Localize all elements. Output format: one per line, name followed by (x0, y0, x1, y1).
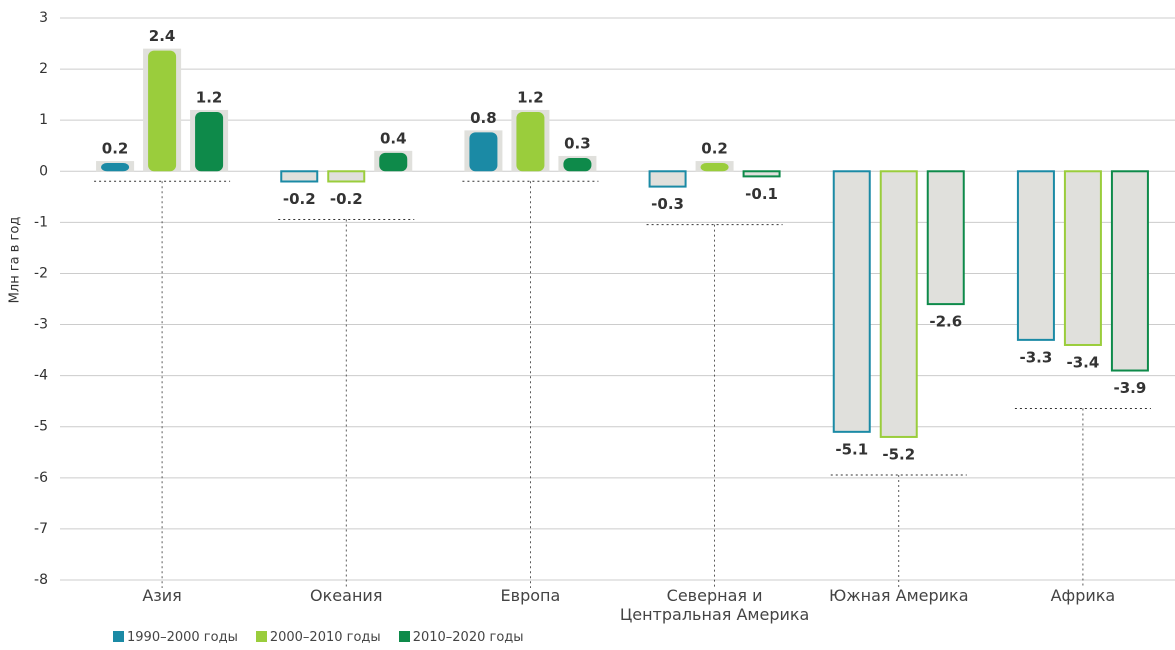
value-label: 0.4 (380, 129, 407, 147)
bar-fill (700, 163, 729, 172)
legend-label: 2000–2010 годы (269, 630, 381, 645)
bar-fill (379, 152, 408, 172)
legend-label: 1990–2000 годы (127, 630, 238, 645)
bar-fill (148, 50, 177, 172)
bar (1063, 170, 1102, 346)
y-tick-label: 3 (39, 10, 48, 26)
value-label: -2.6 (929, 313, 962, 331)
y-tick-label: 0 (39, 163, 48, 179)
value-label: 1.2 (196, 88, 223, 106)
value-label: 0.2 (701, 140, 728, 158)
x-tick-label: Северная и Центральная Америка (619, 586, 810, 624)
y-tick-label: -5 (34, 419, 48, 435)
y-tick-label: 2 (39, 61, 48, 77)
legend: 1990–2000 годы 2000–2010 годы 2010–2020 го… (113, 630, 524, 645)
value-label: 2.4 (149, 27, 176, 45)
y-tick-label: -4 (34, 368, 48, 384)
y-tick-label: -1 (34, 214, 48, 230)
legend-item: 2000–2010 годы (255, 630, 381, 645)
value-label: -5.2 (882, 445, 915, 463)
y-tick-label: -3 (34, 317, 48, 333)
value-label: 0.3 (564, 134, 591, 152)
x-tick-label: Океания (310, 586, 383, 605)
bar-fill (195, 111, 224, 172)
value-label: -3.3 (1020, 348, 1053, 366)
x-tick-label: Южная Америка (828, 586, 969, 605)
x-tick-label: Европа (500, 586, 561, 605)
legend-swatch (113, 631, 124, 642)
bar (742, 170, 781, 178)
legend-item: 1990–2000 годы (113, 630, 238, 645)
value-label: -5.1 (835, 440, 868, 458)
bar-fill (516, 111, 545, 172)
legend-swatch (398, 631, 410, 642)
bar (280, 170, 319, 183)
x-tick-label: Африка (1050, 586, 1116, 605)
y-tick-label: 1 (39, 112, 48, 128)
y-tick-label: -2 (34, 265, 48, 281)
value-label: 0.2 (102, 140, 129, 158)
value-label: -0.2 (283, 190, 316, 208)
value-label: -3.4 (1067, 353, 1100, 371)
legend-label: 2010–2020 годы (412, 630, 524, 645)
bar (832, 170, 871, 433)
bar (327, 170, 366, 183)
value-label: 1.2 (517, 88, 544, 106)
value-label: -0.3 (651, 195, 684, 213)
bar (648, 170, 687, 188)
x-tick-label: Азия (142, 586, 182, 605)
legend-swatch (255, 631, 267, 642)
value-label: -3.9 (1114, 379, 1147, 397)
y-tick-label: -7 (34, 521, 48, 537)
bar-fill (563, 157, 592, 172)
bar (1110, 170, 1149, 372)
y-tick-label: -8 (34, 572, 48, 588)
y-axis-label: Млн га в год (8, 217, 23, 304)
bar (926, 170, 965, 306)
legend-item: 2010–2020 годы (398, 630, 524, 645)
bar-fill (469, 132, 498, 172)
bar (1016, 170, 1055, 341)
bar-fill (101, 163, 130, 172)
value-label: -0.1 (745, 185, 778, 203)
y-tick-label: -6 (34, 470, 48, 486)
value-label: 0.8 (470, 109, 497, 127)
value-label: -0.2 (330, 190, 363, 208)
bar (879, 170, 918, 438)
